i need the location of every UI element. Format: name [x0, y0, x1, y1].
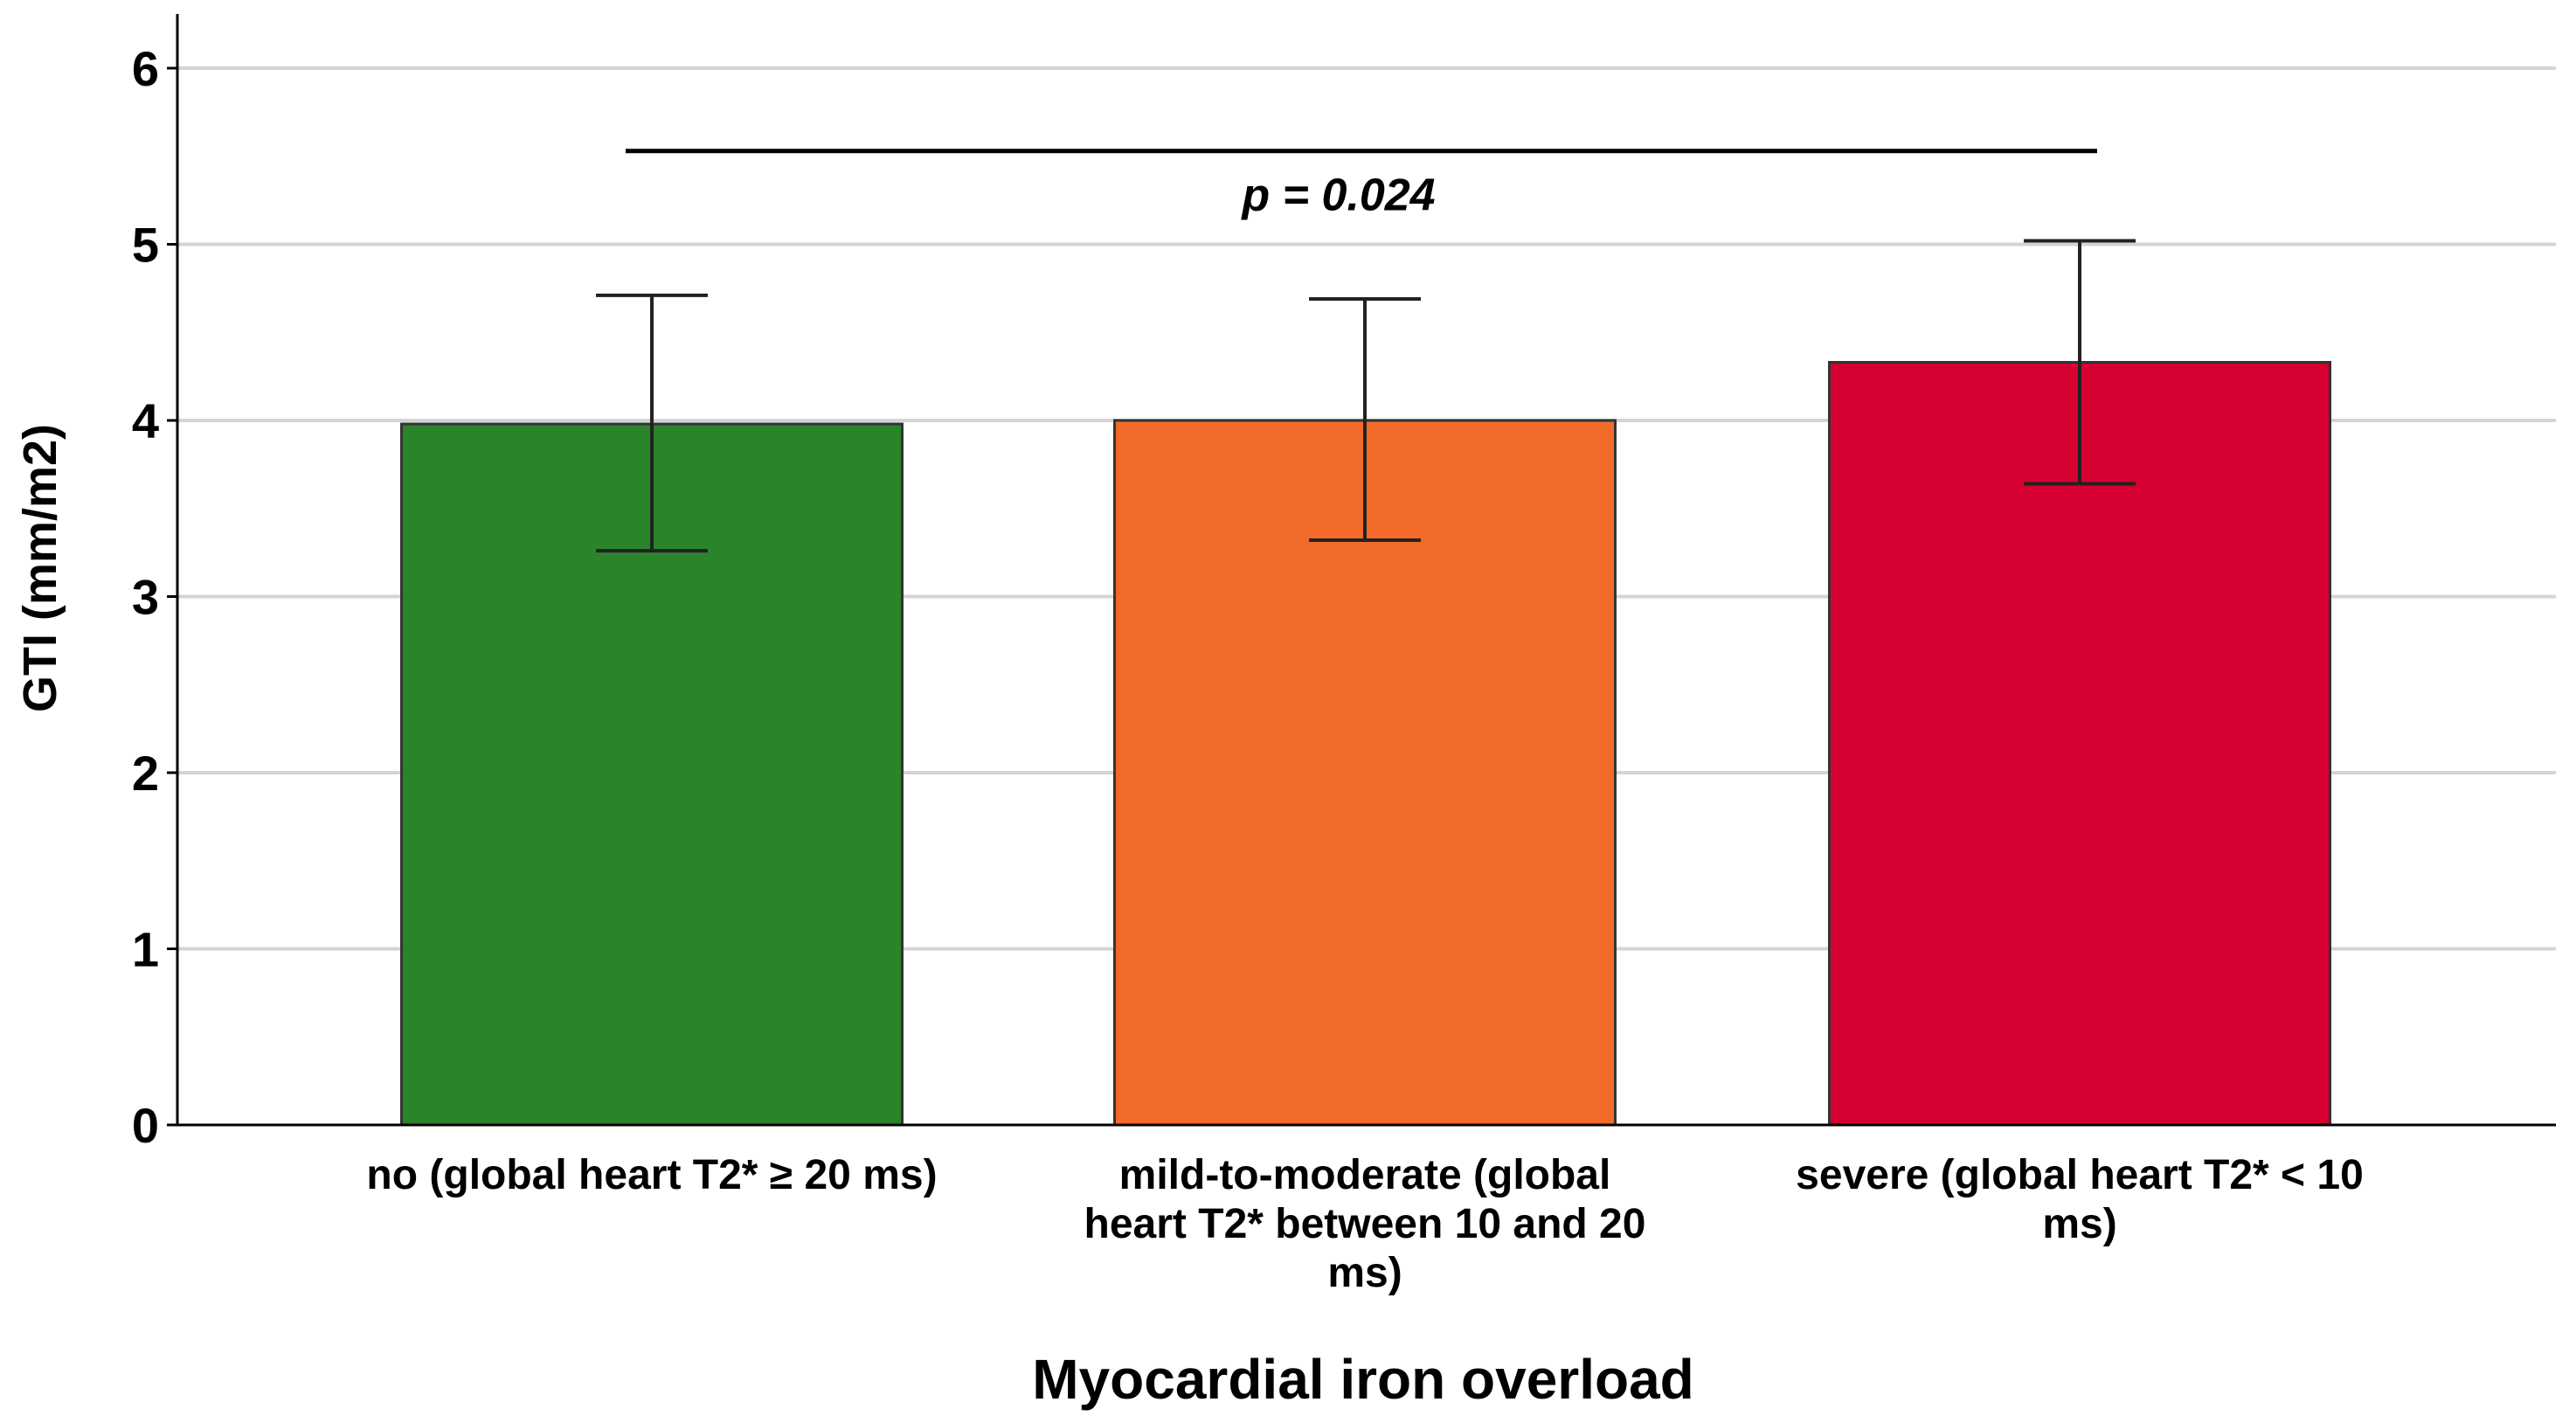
x-tick-labels: no (global heart T2* ≥ 20 ms) mild-to-mod…: [366, 1152, 2363, 1296]
axes: [167, 14, 2556, 1127]
y-tick-label: 4: [132, 393, 159, 448]
p-value-label: p = 0.024: [1240, 170, 1435, 221]
x-tick-label: mild-to-moderate (global heart T2* betwee…: [1084, 1152, 1646, 1296]
y-tick-label: 5: [132, 218, 159, 273]
y-tick-label: 0: [132, 1098, 159, 1153]
y-tick-label: 6: [132, 41, 159, 96]
x-axis-title: Myocardial iron overload: [1032, 1348, 1694, 1411]
error-bars: [596, 239, 2136, 553]
y-axis-title: GTI (mm/m2): [14, 424, 66, 712]
y-tick-label: 3: [132, 570, 159, 625]
y-tick-label: 2: [132, 746, 159, 801]
significance-annotation: p = 0.024: [626, 149, 2097, 221]
y-tick-label: 1: [132, 922, 159, 977]
y-tick-labels: 0 1 2 3 4 5 6: [132, 41, 159, 1153]
x-tick-label: severe (global heart T2* < 10 ms): [1796, 1152, 2364, 1247]
x-tick-label: no (global heart T2* ≥ 20 ms): [366, 1152, 937, 1198]
